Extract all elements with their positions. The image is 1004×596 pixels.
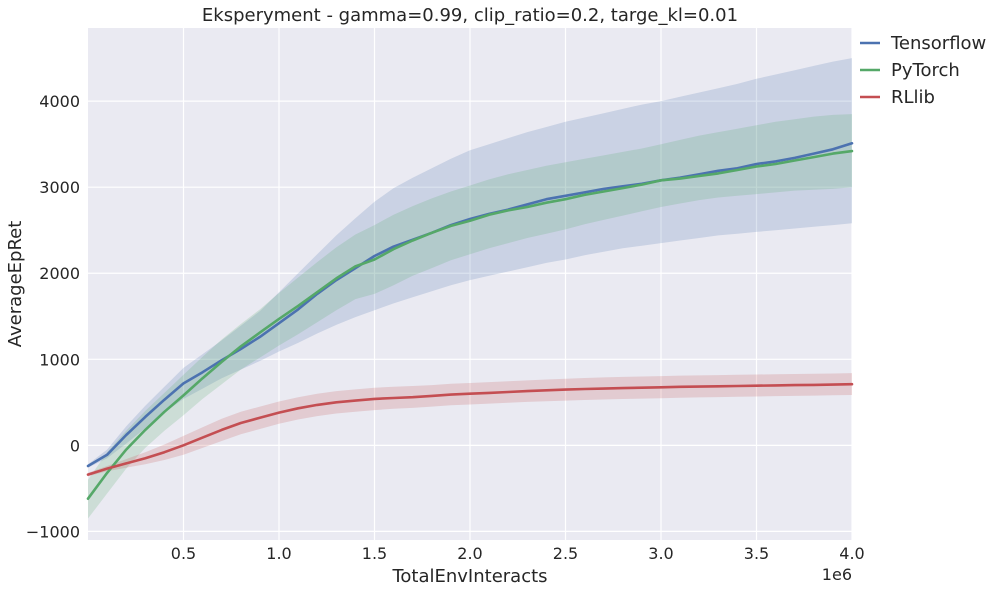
x-tick-label: 1.5 [362, 544, 387, 563]
x-tick-label: 4.0 [839, 544, 864, 563]
tensorflow-legend-label: Tensorflow [890, 33, 986, 54]
y-tick-label: 3000 [39, 178, 80, 197]
grid-lines [88, 28, 853, 540]
y-tick-label: 2000 [39, 264, 80, 283]
rllib-series-line [86, 382, 854, 476]
y-tick-label: 0 [70, 436, 80, 455]
y-tick-label: 4000 [39, 92, 80, 111]
y-tick-label: −1000 [26, 522, 80, 541]
x-axis-scale-label: 1e6 [822, 565, 852, 584]
x-tick-label: 2.0 [457, 544, 482, 563]
x-tick-label: 0.5 [171, 544, 196, 563]
tensorflow-series-line [86, 142, 854, 468]
x-tick-label: 1.0 [266, 544, 291, 563]
y-axis-label: AverageEpRet [5, 221, 26, 348]
y-axis-ticks: −1000 0 1000 2000 3000 4000 [26, 92, 80, 541]
legend: Tensorflow PyTorch RLlib [860, 33, 986, 108]
chart-title: Eksperyment - gamma=0.99, clip_ratio=0.2… [202, 5, 738, 26]
x-axis-ticks: 0.5 1.0 1.5 2.0 2.5 3.0 3.5 4.0 [171, 544, 865, 563]
pytorch-legend-label: PyTorch [891, 60, 960, 81]
rllib-legend-label: RLlib [891, 87, 935, 108]
x-axis-label: TotalEnvInteracts [391, 566, 547, 587]
pytorch-confidence-band [88, 114, 852, 519]
series-lines [86, 142, 854, 501]
x-tick-label: 3.5 [744, 544, 769, 563]
x-tick-label: 2.5 [553, 544, 578, 563]
y-tick-label: 1000 [39, 350, 80, 369]
tensorflow-confidence-band [88, 58, 852, 468]
x-tick-label: 3.0 [648, 544, 673, 563]
pytorch-series-line [86, 149, 854, 501]
